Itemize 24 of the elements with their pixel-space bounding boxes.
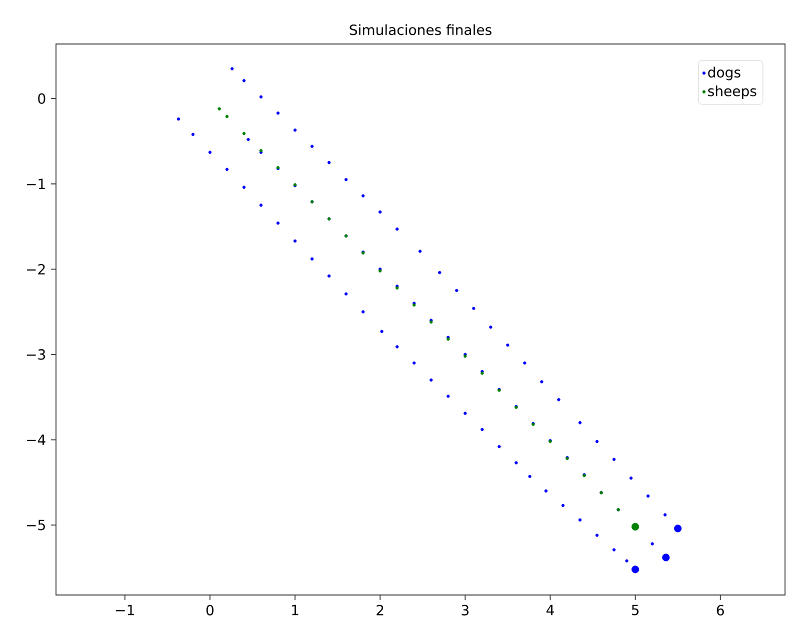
point [631, 566, 640, 574]
point [218, 107, 221, 110]
point [631, 522, 640, 531]
x-tick-label: 4 [546, 604, 554, 616]
chart-title: Simulaciones finales [350, 24, 492, 36]
y-tick-label: −5 [26, 520, 45, 530]
x-tick-label: 0 [206, 604, 214, 616]
y-tick-label: −1 [26, 178, 45, 189]
point [225, 114, 229, 118]
legend-label: sheeps [708, 85, 756, 100]
point [674, 524, 682, 532]
x-tick-label: 1 [292, 604, 298, 616]
y-tick-label: −3 [26, 349, 46, 360]
legend-label: dogs [708, 66, 740, 80]
point [662, 554, 670, 562]
y-tick-label: −2 [26, 264, 45, 274]
x-tick-label: 2 [376, 604, 384, 616]
y-tick-label: −4 [26, 434, 46, 445]
x-tick-label: 6 [716, 604, 724, 616]
x-tick-label: 5 [632, 604, 639, 616]
x-tick-label: −1 [116, 604, 134, 616]
point [242, 132, 246, 136]
x-tick-label: 3 [462, 604, 469, 616]
y-tick-label: 0 [38, 93, 46, 104]
